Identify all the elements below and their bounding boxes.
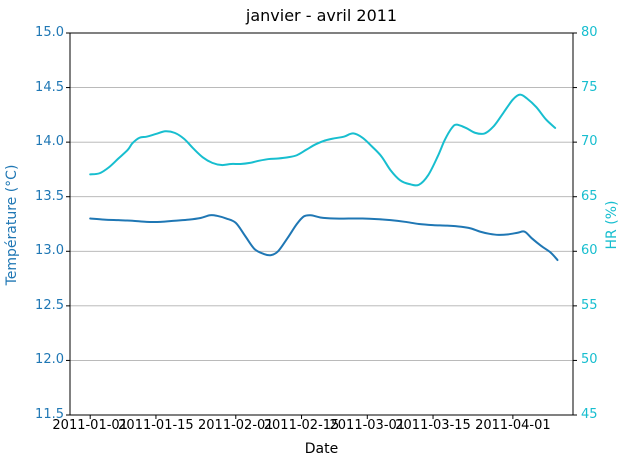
x-axis-label: Date bbox=[304, 441, 339, 457]
x-tick-label: 2011-02-01 bbox=[198, 418, 274, 433]
y-tick-label-right: 65 bbox=[581, 188, 598, 204]
y-tick-label-left: 11.5 bbox=[35, 407, 64, 422]
x-tick-label: 2011-04-01 bbox=[475, 418, 551, 433]
y-tick-label-left: 13.0 bbox=[35, 243, 64, 259]
chart-title: janvier - avril 2011 bbox=[245, 6, 398, 25]
y-tick-label-left: 15.0 bbox=[35, 25, 64, 40]
axes-box bbox=[69, 32, 574, 416]
y-tick-label-left: 12.0 bbox=[35, 352, 64, 368]
y-tick-label-right: 60 bbox=[581, 243, 598, 259]
y-axis-label-right: HR (%) bbox=[604, 200, 620, 250]
y-tick-label-left: 12.5 bbox=[35, 297, 64, 313]
series-line-humidity bbox=[89, 93, 557, 187]
y-tick-label-left: 14.0 bbox=[35, 134, 64, 150]
x-tick-label: 2011-01-01 bbox=[52, 418, 128, 433]
y-axis-label-left: Température (°C) bbox=[4, 164, 20, 286]
x-tick-label: 2011-02-15 bbox=[263, 418, 340, 433]
y-tick-label-left: 13.5 bbox=[35, 188, 64, 204]
x-tick-label: 2011-03-15 bbox=[395, 418, 471, 433]
y-tick-label-right: 70 bbox=[581, 134, 598, 150]
y-tick-label-right: 80 bbox=[581, 25, 598, 40]
y-tick-label-left: 14.5 bbox=[35, 79, 64, 95]
y-tick-label-right: 55 bbox=[581, 297, 598, 313]
x-tick-label: 2011-03-01 bbox=[329, 418, 406, 433]
y-tick-label-right: 50 bbox=[581, 352, 598, 368]
y-tick-label-right: 45 bbox=[581, 407, 598, 422]
series-line-temperature bbox=[89, 214, 559, 262]
y-tick-label-right: 75 bbox=[581, 79, 598, 95]
x-tick-label: 2011-01-15 bbox=[118, 418, 194, 433]
